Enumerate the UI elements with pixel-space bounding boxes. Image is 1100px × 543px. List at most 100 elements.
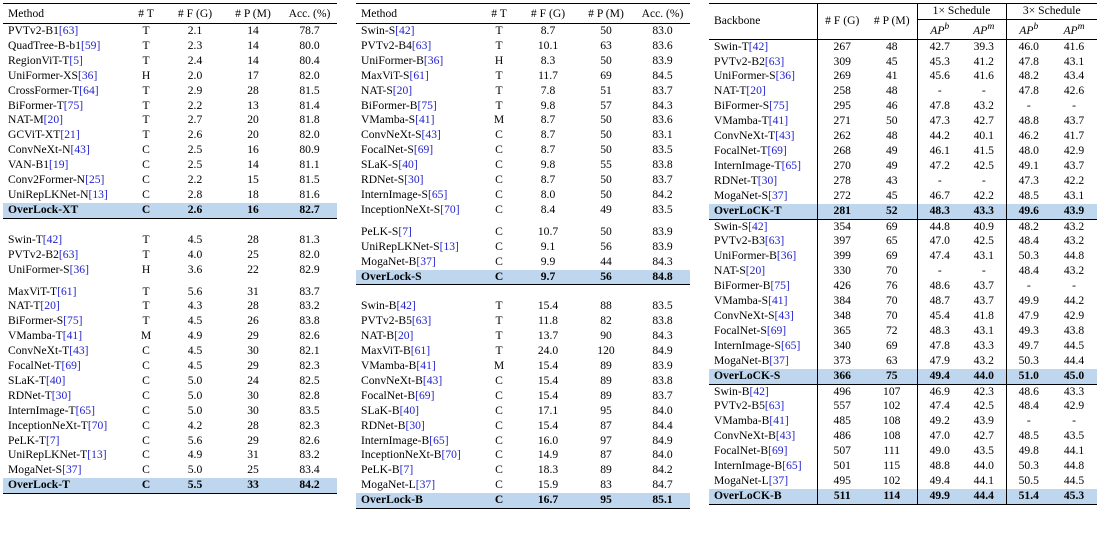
citation-link[interactable]: [7]	[46, 433, 60, 447]
citation-link[interactable]: [43]	[422, 373, 443, 387]
citation-link[interactable]: [75]	[769, 99, 789, 113]
citation-link[interactable]: [70]	[87, 418, 108, 432]
citation-link[interactable]: [61]	[410, 344, 431, 358]
citation-link[interactable]: [21]	[60, 128, 80, 142]
table-row: ConvNeXt-N[43] C 2.5 16 80.9	[3, 143, 337, 158]
citation-link[interactable]: [13]	[88, 187, 108, 201]
model-name: SLaK-S	[361, 158, 399, 172]
citation-link[interactable]: [41]	[415, 113, 435, 127]
citation-link[interactable]: [37]	[415, 478, 436, 492]
citation-number: 41	[772, 114, 785, 128]
citation-link[interactable]: [70]	[441, 448, 461, 462]
citation-link[interactable]: [42]	[749, 384, 769, 398]
citation-link[interactable]: [36]	[69, 262, 89, 276]
citation-link[interactable]: [25]	[85, 173, 105, 187]
citation-link[interactable]: [42]	[42, 232, 63, 246]
citation-link[interactable]: [65]	[75, 403, 95, 417]
citation-link[interactable]: [30]	[405, 418, 425, 432]
ap-box-1x-cell: 47.4	[916, 399, 962, 415]
citation-link[interactable]: [40]	[398, 158, 418, 172]
citation-link[interactable]: [20]	[745, 264, 766, 278]
table-row: PVTv2-B4[63] T 10.1 63 83.6	[356, 39, 690, 54]
citation-link[interactable]: [19]	[49, 158, 69, 172]
citation-link[interactable]: [69]	[768, 444, 788, 458]
citation-link[interactable]: [69]	[413, 143, 434, 157]
citation-link[interactable]: [7]	[398, 224, 412, 238]
citation-link[interactable]: [20]	[40, 299, 60, 313]
citation-link[interactable]: [63]	[58, 247, 79, 261]
citation-link[interactable]: [42]	[748, 219, 768, 233]
citation-link[interactable]: [41]	[768, 294, 788, 308]
citation-link[interactable]: [59]	[81, 38, 101, 52]
citation-link[interactable]: [63]	[764, 234, 785, 248]
citation-link[interactable]: [37]	[768, 473, 789, 487]
table-row: SLaK-S[40] C 9.8 55 83.8	[356, 158, 690, 173]
citation-link[interactable]: [20]	[746, 84, 766, 98]
citation-link[interactable]: [43]	[775, 129, 795, 143]
flops-cell: 15.4	[537, 418, 559, 432]
citation-link[interactable]: [30]	[404, 173, 424, 187]
citation-link[interactable]: [40]	[399, 403, 419, 417]
citation-link[interactable]: [64]	[79, 83, 99, 97]
citation-link[interactable]: [5]	[69, 53, 83, 67]
table-row: Swin-B[42] 496 107 46.9 42.3 48.6 43.3	[709, 383, 1098, 400]
citation-link[interactable]: [36]	[776, 249, 797, 263]
citation-link[interactable]: [70]	[440, 202, 460, 216]
citation-link[interactable]: [37]	[62, 463, 82, 477]
citation-link[interactable]: [75]	[63, 314, 83, 328]
citation-link[interactable]: [75]	[63, 98, 84, 112]
citation-link[interactable]: [37]	[416, 254, 436, 268]
citation-link[interactable]: [41]	[416, 359, 436, 373]
citation-link[interactable]: [36]	[77, 68, 98, 82]
citation-link[interactable]: [65]	[429, 433, 449, 447]
col-acc: Acc. (%)	[282, 3, 337, 24]
citation-link[interactable]: [20]	[392, 83, 413, 97]
citation-link[interactable]: [41]	[768, 114, 789, 128]
citation-link[interactable]: [43]	[69, 344, 89, 358]
citation-link[interactable]: [69]	[767, 144, 787, 158]
citation-link[interactable]: [65]	[780, 338, 801, 352]
citation-link[interactable]: [36]	[775, 69, 795, 83]
citation-link[interactable]: [43]	[70, 143, 90, 157]
citation-link[interactable]: [63]	[764, 54, 785, 68]
citation-link[interactable]: [36]	[423, 53, 444, 67]
model-name: ConvNeXt-N	[8, 143, 71, 157]
citation-link[interactable]: [65]	[782, 459, 802, 473]
params-cell: 28	[247, 83, 259, 97]
citation-link[interactable]: [43]	[775, 429, 796, 443]
ap-box-1x-cell: 49.0	[916, 444, 962, 460]
citation-link[interactable]: [42]	[395, 24, 415, 37]
citation-link[interactable]: [43]	[774, 308, 794, 322]
citation-link[interactable]: [69]	[61, 359, 81, 373]
citation-link[interactable]: [63]	[58, 24, 79, 37]
citation-link[interactable]: [43]	[421, 128, 441, 142]
citation-link[interactable]: [65]	[781, 158, 801, 172]
citation-link[interactable]: [30]	[757, 173, 778, 187]
citation-link[interactable]: [42]	[748, 39, 769, 53]
citation-link[interactable]: [63]	[411, 314, 432, 328]
citation-link[interactable]: [69]	[415, 388, 435, 402]
citation-link[interactable]: [63]	[764, 399, 785, 413]
citation-link[interactable]: [37]	[768, 188, 788, 202]
citation-link[interactable]: [65]	[427, 187, 448, 201]
citation-link[interactable]: [42]	[396, 299, 416, 313]
citation-link[interactable]: [20]	[394, 329, 414, 343]
citation-link[interactable]: [7]	[399, 463, 414, 477]
citation-link[interactable]: [61]	[57, 284, 77, 298]
citation-link[interactable]: [13]	[87, 448, 107, 462]
citation-link[interactable]: [37]	[769, 353, 789, 367]
citation-link[interactable]: [41]	[62, 329, 83, 343]
citation-link[interactable]: [40]	[46, 373, 66, 387]
citation-link[interactable]: [20]	[43, 113, 63, 127]
params-cell: 55	[600, 158, 612, 172]
row-spacer	[356, 218, 690, 225]
citation-link[interactable]: [61]	[409, 68, 429, 82]
citation-link[interactable]: [13]	[439, 239, 459, 253]
citation-link[interactable]: [69]	[766, 323, 787, 337]
citation-link[interactable]: [30]	[51, 388, 72, 402]
citation-link[interactable]: [75]	[417, 98, 437, 112]
citation-link[interactable]: [63]	[411, 38, 432, 52]
citation-link[interactable]: [41]	[769, 414, 789, 428]
flops-cell: 495	[833, 473, 851, 487]
citation-link[interactable]: [75]	[770, 279, 790, 293]
